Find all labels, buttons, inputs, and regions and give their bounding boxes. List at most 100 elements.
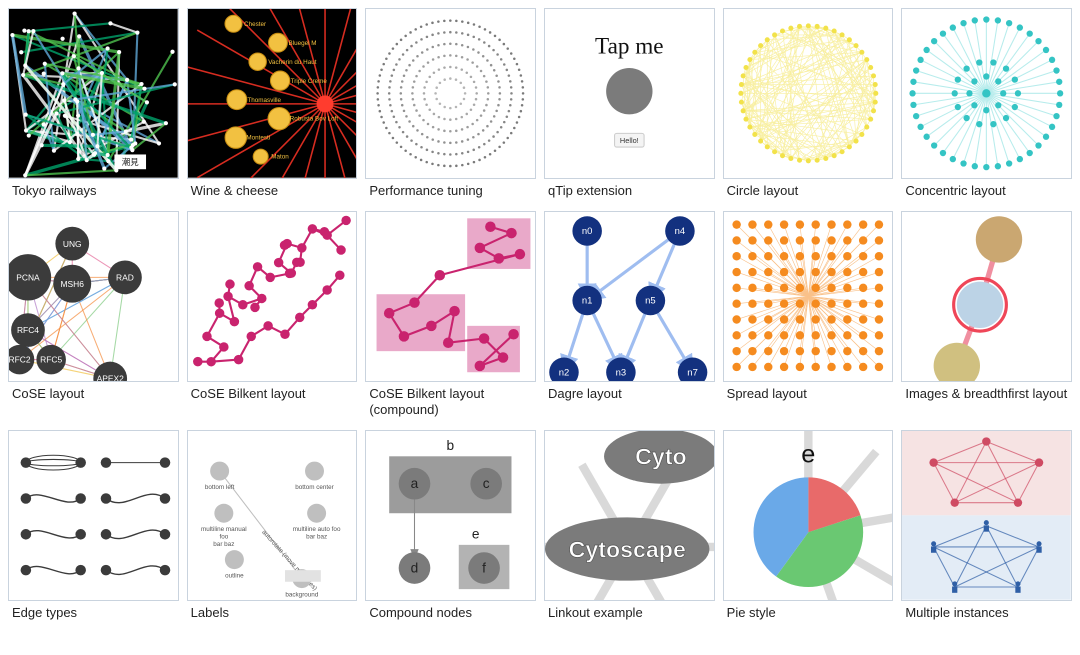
demo-caption: Concentric layout: [901, 179, 1072, 199]
svg-text:n1: n1: [582, 296, 593, 307]
svg-text:Chester: Chester: [244, 21, 266, 28]
svg-text:Montesti: Montesti: [246, 135, 270, 142]
demo-caption: Performance tuning: [365, 179, 536, 199]
demo-label[interactable]: Labels: [191, 605, 358, 621]
svg-text:bottom left: bottom left: [205, 484, 235, 491]
demo-caption: Edge types: [8, 601, 179, 621]
demo-card-bilkent: CoSE Bilkent layout: [187, 211, 358, 418]
demo-label[interactable]: Tokyo railways: [12, 183, 179, 199]
svg-text:e: e: [801, 441, 815, 469]
demo-card-pie: e Pie style: [723, 430, 894, 621]
svg-text:d: d: [411, 560, 419, 575]
svg-text:Tap me: Tap me: [595, 33, 664, 59]
svg-text:RFC5: RFC5: [40, 355, 62, 365]
demo-label[interactable]: Multiple instances: [905, 605, 1072, 621]
demo-thumb-compound[interactable]: beacdf: [365, 430, 536, 601]
demo-label[interactable]: Concentric layout: [905, 183, 1072, 199]
svg-text:multiline auto foo: multiline auto foo: [292, 526, 340, 533]
svg-text:bottom center: bottom center: [295, 484, 334, 491]
demo-caption: Labels: [187, 601, 358, 621]
demo-card-concentric: Concentric layout: [901, 8, 1072, 199]
demo-card-compound: beacdfCompound nodes: [365, 430, 536, 621]
demo-caption: Spread layout: [723, 382, 894, 402]
svg-text:RFC2: RFC2: [9, 355, 31, 365]
svg-text:Maton: Maton: [271, 154, 289, 161]
svg-text:APEX2: APEX2: [97, 374, 124, 381]
demo-label[interactable]: Compound nodes: [369, 605, 536, 621]
demo-caption: Pie style: [723, 601, 894, 621]
demo-caption: CoSE Bilkent layout: [187, 382, 358, 402]
demo-label[interactable]: Circle layout: [727, 183, 894, 199]
demo-label[interactable]: Wine & cheese: [191, 183, 358, 199]
demo-card-edge-types: Edge types: [8, 430, 179, 621]
demo-card-wine: ChesterBluegel MVacherin du HautTriple C…: [187, 8, 358, 199]
svg-text:outline: outline: [225, 573, 244, 580]
demo-thumb-edge-types[interactable]: [8, 430, 179, 601]
svg-text:background: background: [285, 592, 318, 599]
demo-label[interactable]: Linkout example: [548, 605, 715, 621]
demo-label[interactable]: CoSE layout: [12, 386, 179, 402]
demo-label[interactable]: CoSE Bilkent layout: [191, 386, 358, 402]
demo-caption: CoSE Bilkent layout (compound): [365, 382, 536, 419]
demo-caption: Dagre layout: [544, 382, 715, 402]
demo-caption: Circle layout: [723, 179, 894, 199]
svg-text:b: b: [447, 438, 455, 453]
demo-thumb-multi[interactable]: [901, 430, 1072, 601]
demo-card-spread: Spread layout: [723, 211, 894, 418]
demo-card-bilkent-comp: CoSE Bilkent layout (compound): [365, 211, 536, 418]
demo-label[interactable]: CoSE Bilkent layout (compound): [369, 386, 536, 419]
demo-card-qtip: Tap meHello! qTip extension: [544, 8, 715, 199]
svg-text:Thomasville: Thomasville: [247, 97, 281, 104]
svg-text:n2: n2: [559, 367, 570, 378]
svg-text:Cytoscape: Cytoscape: [569, 537, 686, 563]
demo-card-linkout: Cyto Cytoscape Linkout example: [544, 430, 715, 621]
demo-thumb-images[interactable]: [901, 211, 1072, 382]
demo-thumb-qtip[interactable]: Tap meHello!: [544, 8, 715, 179]
demo-thumb-spread[interactable]: [723, 211, 894, 382]
svg-text:Bluegel M: Bluegel M: [288, 40, 316, 47]
demo-label[interactable]: qTip extension: [548, 183, 715, 199]
demo-thumb-tokyo[interactable]: 潮見: [8, 8, 179, 179]
svg-text:MSH6: MSH6: [61, 279, 85, 289]
demo-label[interactable]: Spread layout: [727, 386, 894, 402]
demo-label[interactable]: Performance tuning: [369, 183, 536, 199]
svg-text:c: c: [483, 476, 490, 491]
demo-card-labels: autorotate (move my nodes)bottom leftbot…: [187, 430, 358, 621]
demo-thumb-circle[interactable]: [723, 8, 894, 179]
demo-thumb-linkout[interactable]: Cyto Cytoscape: [544, 430, 715, 601]
svg-text:RAD: RAD: [116, 272, 134, 282]
demo-thumb-cose[interactable]: PCNAUNGMSH6RADRFC4RFC2RFC5APEX2: [8, 211, 179, 382]
svg-text:潮見: 潮見: [122, 157, 139, 167]
demo-caption: CoSE layout: [8, 382, 179, 402]
demo-card-perf: Performance tuning: [365, 8, 536, 199]
demo-thumb-labels[interactable]: autorotate (move my nodes)bottom leftbot…: [187, 430, 358, 601]
demo-thumb-perf[interactable]: [365, 8, 536, 179]
demo-label[interactable]: Pie style: [727, 605, 894, 621]
demo-thumb-wine[interactable]: ChesterBluegel MVacherin du HautTriple C…: [187, 8, 358, 179]
demo-thumb-bilkent-comp[interactable]: [365, 211, 536, 382]
demo-card-images: Images & breadthfirst layout: [901, 211, 1072, 418]
svg-text:n5: n5: [645, 296, 656, 307]
demo-caption: Tokyo railways: [8, 179, 179, 199]
svg-text:Cyto: Cyto: [635, 444, 687, 470]
demo-thumb-concentric[interactable]: [901, 8, 1072, 179]
svg-text:UNG: UNG: [63, 239, 82, 249]
svg-text:n3: n3: [616, 367, 627, 378]
svg-text:bar baz: bar baz: [213, 541, 234, 548]
demo-label[interactable]: Dagre layout: [548, 386, 715, 402]
demo-card-cose: PCNAUNGMSH6RADRFC4RFC2RFC5APEX2CoSE layo…: [8, 211, 179, 418]
svg-text:foo: foo: [219, 534, 228, 541]
demo-grid: 潮見Tokyo railwaysChesterBluegel MVacherin…: [8, 8, 1072, 621]
demo-caption: Multiple instances: [901, 601, 1072, 621]
demo-thumb-dagre[interactable]: n0n4n1n5n2n3n7: [544, 211, 715, 382]
svg-text:f: f: [482, 560, 486, 575]
demo-thumb-pie[interactable]: e: [723, 430, 894, 601]
svg-text:n7: n7: [687, 367, 698, 378]
demo-label[interactable]: Edge types: [12, 605, 179, 621]
svg-text:Robusta Bov Loft: Robusta Bov Loft: [289, 116, 338, 123]
demo-caption: Linkout example: [544, 601, 715, 621]
demo-caption: qTip extension: [544, 179, 715, 199]
demo-thumb-bilkent[interactable]: [187, 211, 358, 382]
svg-text:a: a: [411, 476, 419, 491]
demo-label[interactable]: Images & breadthfirst layout: [905, 386, 1072, 402]
